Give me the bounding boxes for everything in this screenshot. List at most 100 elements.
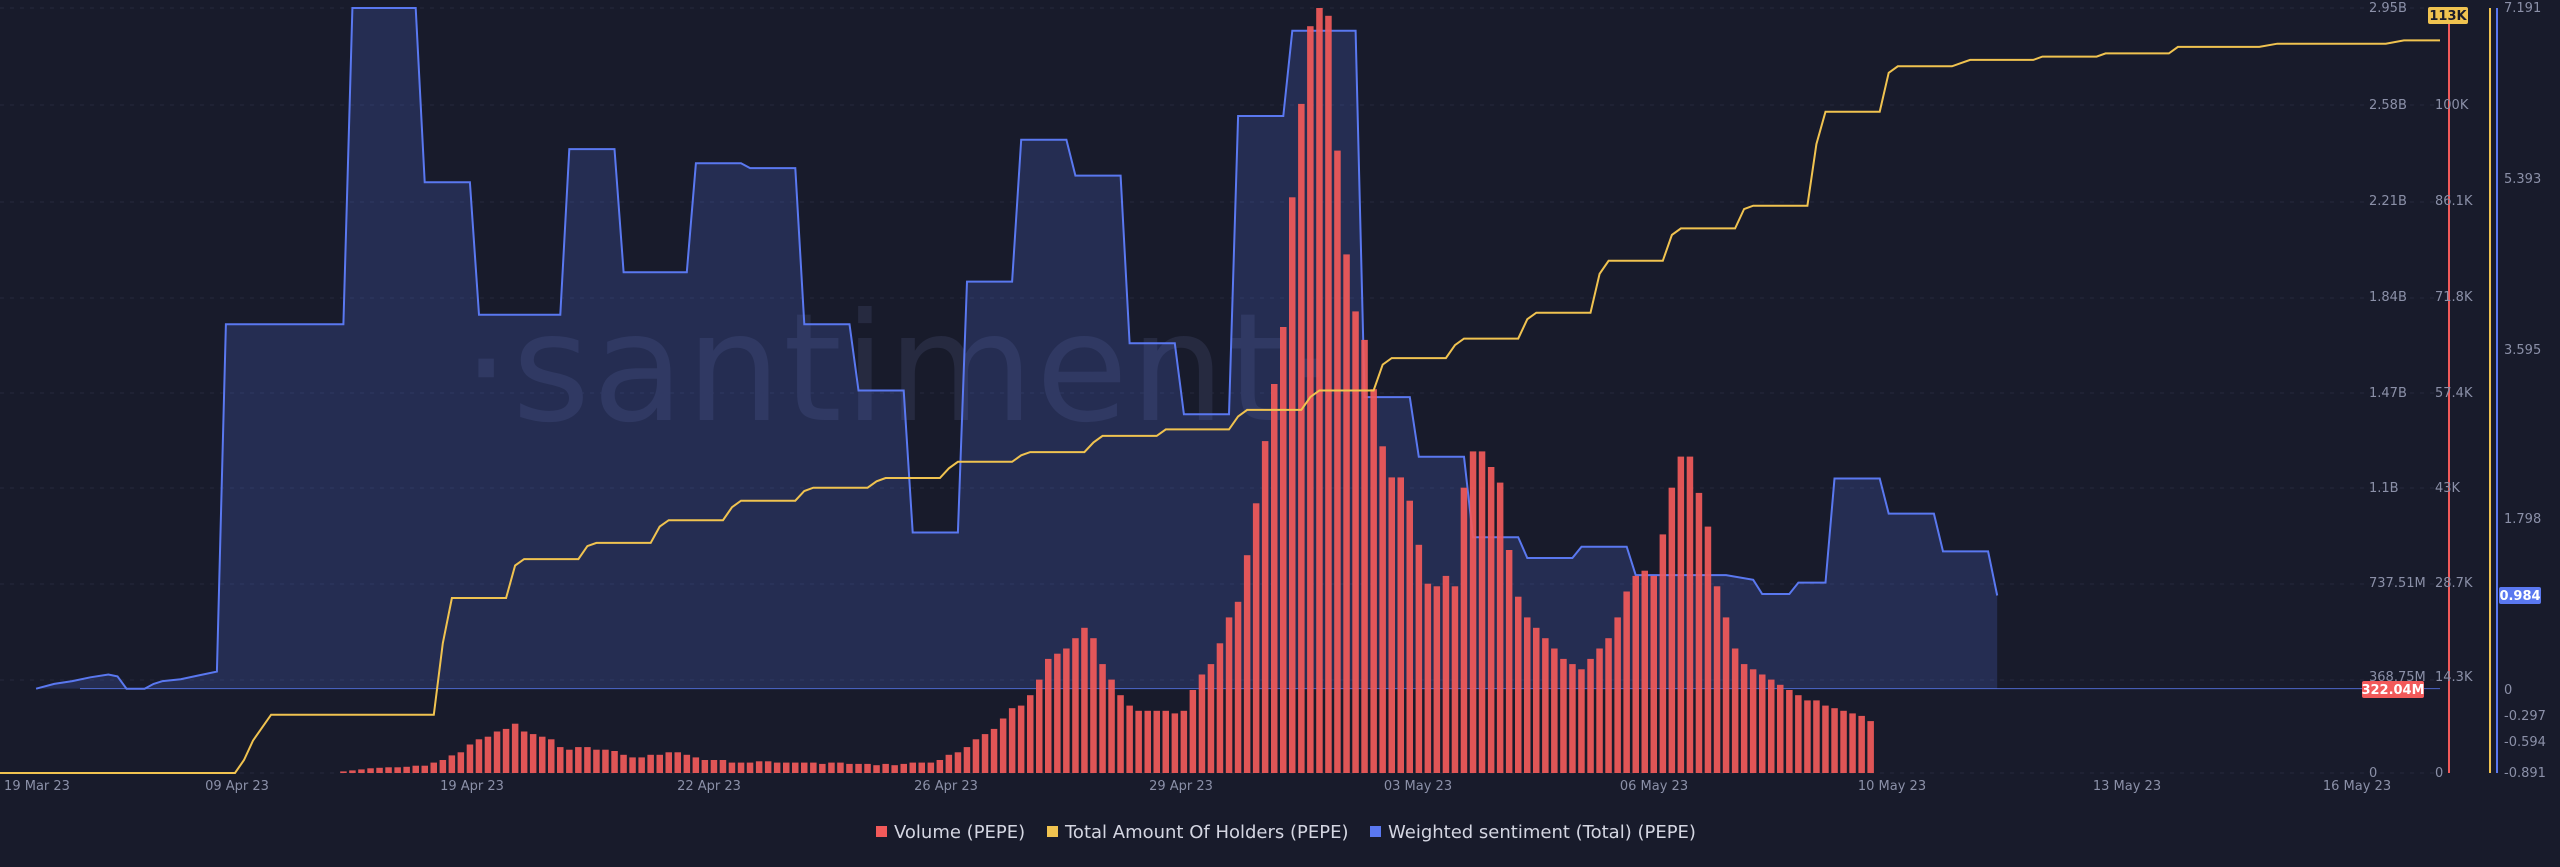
- volume-bar: [520, 731, 528, 773]
- sentiment-tick-label: 1.798: [2504, 512, 2541, 527]
- volume-bar: [1759, 674, 1766, 773]
- volume-bar: [972, 739, 980, 773]
- volume-tick-label: 2.95B: [2369, 1, 2407, 16]
- x-tick-label: 06 May 23: [1620, 779, 1688, 794]
- volume-bar: [1605, 638, 1612, 773]
- volume-tick-label: 2.21B: [2369, 194, 2407, 209]
- volume-tick-label: 737.51M: [2369, 576, 2426, 591]
- legend-item[interactable]: Volume (PEPE): [876, 822, 1025, 843]
- volume-tick-label: 1.47B: [2369, 386, 2407, 401]
- volume-bar: [1424, 583, 1432, 773]
- volume-bar: [1252, 503, 1260, 773]
- volume-bar: [882, 763, 889, 773]
- legend-swatch: [1047, 826, 1058, 837]
- volume-bar: [1370, 389, 1377, 773]
- x-tick-label: 03 May 23: [1384, 779, 1452, 794]
- legend-item[interactable]: Total Amount Of Holders (PEPE): [1047, 822, 1349, 843]
- volume-tick-label: 2.58B: [2369, 98, 2407, 113]
- volume-bar: [1722, 617, 1730, 773]
- volume-bar: [1243, 555, 1251, 773]
- sentiment-tick-label: 0: [2504, 683, 2512, 698]
- volume-bar: [746, 762, 754, 773]
- volume-bar: [439, 760, 447, 773]
- volume-bar: [1777, 684, 1784, 773]
- volume-bar: [1225, 617, 1233, 773]
- volume-bar: [1704, 526, 1712, 773]
- volume-bar: [340, 771, 347, 773]
- volume-bar: [1081, 627, 1088, 773]
- volume-bar: [1072, 638, 1079, 773]
- x-tick-label: 19 Apr 23: [440, 779, 504, 794]
- volume-bar: [783, 762, 790, 773]
- volume-bar: [1343, 254, 1350, 773]
- holders-tick-label: 57.4K: [2435, 386, 2473, 401]
- legend-label: Volume (PEPE): [894, 822, 1025, 843]
- volume-bar: [1560, 658, 1567, 773]
- volume-bar: [466, 744, 474, 773]
- volume-bar: [909, 762, 916, 773]
- volume-bar: [1108, 679, 1115, 773]
- volume-bar: [1496, 482, 1504, 773]
- x-axis: 19 Mar 23 09 Apr 23 19 Apr 23 22 Apr 23 26 A…: [4, 779, 2391, 794]
- volume-bar: [1668, 487, 1676, 773]
- volume-bar: [846, 763, 853, 773]
- volume-bar: [1813, 700, 1820, 773]
- volume-bar: [1587, 658, 1594, 773]
- volume-bar: [1677, 456, 1685, 773]
- volume-bar: [900, 763, 907, 773]
- volume-bar: [502, 728, 510, 773]
- volume-bar: [611, 751, 618, 773]
- legend-swatch: [876, 826, 887, 837]
- volume-bar: [421, 765, 428, 773]
- volume-bar: [1867, 721, 1874, 773]
- volume-bar: [1334, 150, 1341, 774]
- volume-bar: [1325, 15, 1332, 774]
- volume-bar: [1361, 339, 1368, 773]
- volume-tick-label: 1.1B: [2369, 481, 2399, 496]
- volume-bar: [737, 762, 745, 773]
- volume-bar: [1027, 695, 1034, 773]
- volume-bar: [638, 757, 645, 773]
- volume-bar: [1045, 658, 1052, 773]
- legend-item[interactable]: Weighted sentiment (Total) (PEPE): [1370, 822, 1696, 843]
- volume-bar: [1008, 708, 1016, 773]
- watermark: ·santiment·: [462, 282, 1337, 456]
- volume-bar: [1840, 710, 1847, 773]
- volume-bar: [1271, 384, 1278, 773]
- volume-bar: [1198, 674, 1206, 773]
- volume-bar: [918, 762, 925, 773]
- volume-bar: [773, 762, 781, 773]
- holders-tick-label: 0: [2435, 766, 2443, 781]
- volume-bar: [864, 763, 871, 773]
- volume-bar: [1768, 679, 1775, 773]
- volume-bar: [1740, 664, 1748, 773]
- sentiment-tick-label: -0.297: [2504, 709, 2546, 724]
- volume-bar: [1433, 586, 1441, 773]
- volume-bar: [755, 761, 763, 773]
- legend[interactable]: Volume (PEPE) Total Amount Of Holders (PE…: [876, 822, 1696, 843]
- volume-bar: [1478, 451, 1486, 773]
- sentiment-layer: [35, 7, 2440, 690]
- holders-tick-label: 14.3K: [2435, 670, 2473, 685]
- volume-bar: [376, 767, 383, 773]
- volume-bar: [1180, 710, 1188, 773]
- holders-tick-label: 71.8K: [2435, 290, 2473, 305]
- volume-bar: [1849, 713, 1856, 773]
- volume-bar: [1036, 679, 1043, 773]
- x-tick-label: 19 Mar 23: [4, 779, 70, 794]
- volume-bar: [810, 762, 817, 773]
- sentiment-line: [35, 7, 1999, 690]
- volume-bar: [1524, 617, 1531, 773]
- volume-bar: [1207, 664, 1215, 773]
- volume-bar: [475, 739, 483, 773]
- volume-bar: [1379, 446, 1386, 773]
- legend-label: Total Amount Of Holders (PEPE): [1064, 822, 1349, 843]
- volume-bar: [1749, 669, 1757, 773]
- volume-bar: [1542, 638, 1549, 773]
- volume-bar: [1533, 627, 1540, 773]
- holders-current-badge-bg: [2428, 7, 2468, 24]
- volume-bar: [1713, 586, 1721, 773]
- volume-bar: [656, 754, 663, 773]
- volume-bar: [457, 752, 465, 773]
- volume-bar: [539, 736, 546, 773]
